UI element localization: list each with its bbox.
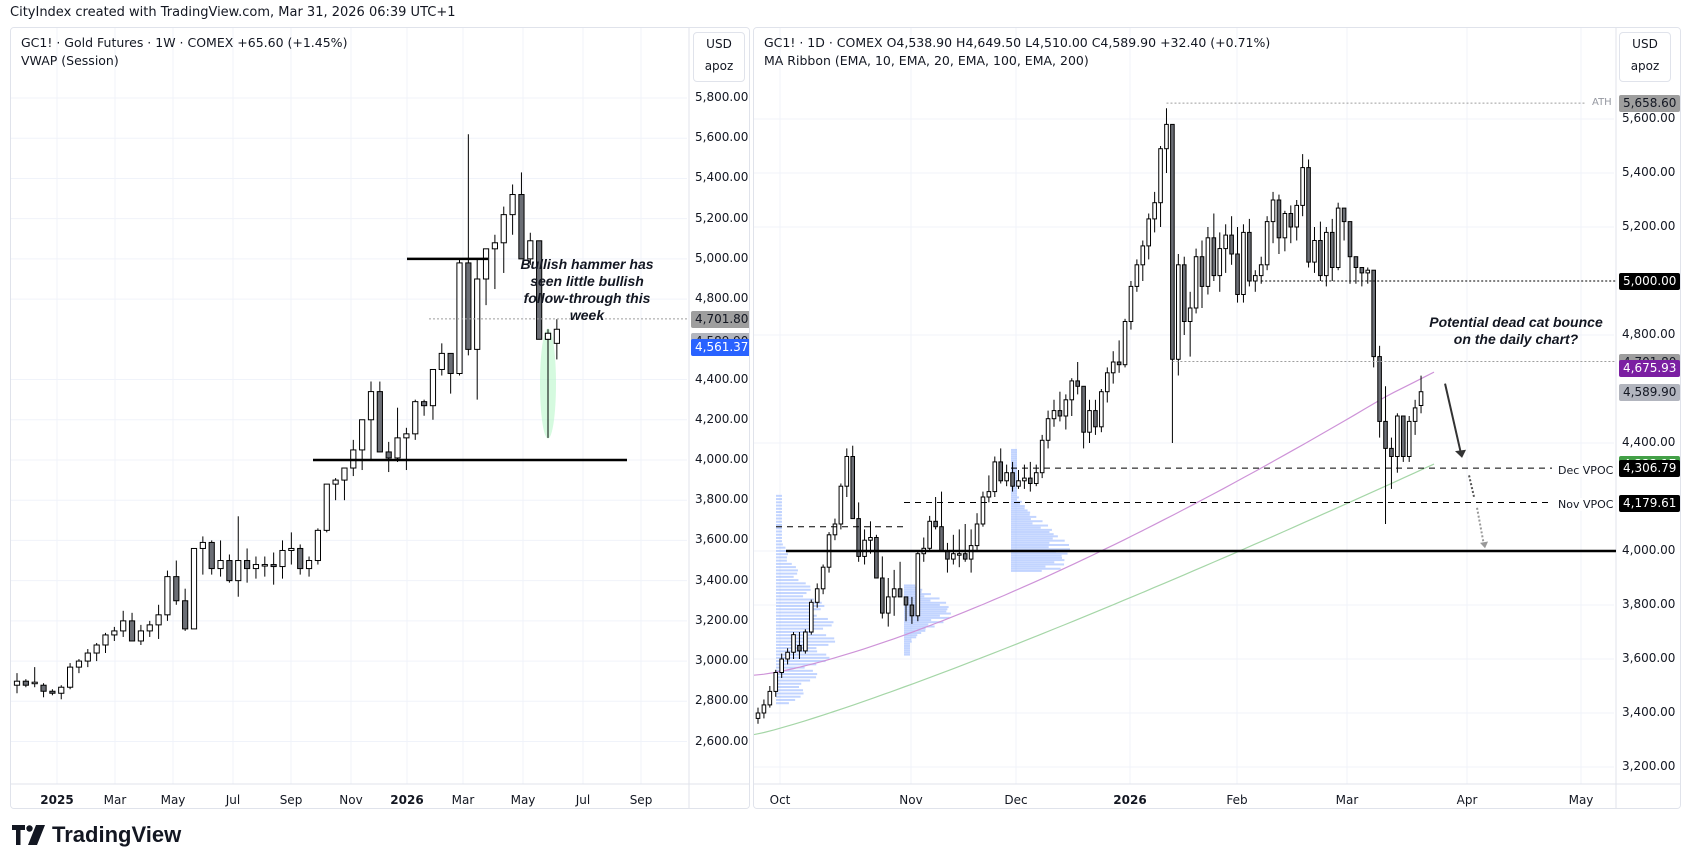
price-tag: 5,000.00 [1619, 273, 1680, 290]
price-tick: 3,800.00 [695, 492, 749, 507]
daily-chart-panel[interactable]: GC1! · 1D · COMEX O4,538.90 H4,649.50 L4… [753, 27, 1681, 809]
weekly-legend: GC1! · Gold Futures · 1W · COMEX +65.60 … [21, 34, 347, 70]
price-tag: 4,561.37 [691, 339, 749, 357]
weekly-candles-plot[interactable] [11, 28, 749, 808]
nov-vpoc-label: Nov VPOC [1556, 498, 1616, 511]
price-tick: 4,400.00 [1622, 435, 1676, 449]
price-tag: 4,589.90 [1619, 383, 1680, 401]
ma-ribbon-indicator-label[interactable]: MA Ribbon (EMA, 10, EMA, 20, EMA, 100, E… [764, 53, 1089, 68]
price-tick: 5,200.00 [695, 210, 749, 225]
unit-label: apoz [1630, 59, 1660, 73]
time-tick: Jul [225, 793, 241, 807]
time-tick: Mar [451, 793, 475, 807]
time-tick: Nov [899, 793, 923, 807]
time-tick: May [510, 793, 536, 807]
price-tick: 4,400.00 [695, 371, 749, 386]
price-tick: 5,400.00 [695, 170, 749, 185]
price-tick: 3,200.00 [695, 612, 749, 627]
price-tick: 5,800.00 [695, 90, 749, 104]
time-tick: May [160, 793, 186, 807]
currency-unit-selector[interactable]: USD apoz [693, 32, 745, 82]
time-tick: Sep [279, 793, 303, 807]
price-tick: 5,600.00 [695, 130, 749, 145]
time-tick: Sep [629, 793, 653, 807]
price-tag: 5,658.60 [1619, 95, 1680, 113]
price-tick: 3,200.00 [1622, 759, 1676, 773]
price-tick: 3,400.00 [695, 572, 749, 587]
price-tick: 4,800.00 [695, 291, 749, 306]
time-tick: 2026 [1113, 793, 1147, 807]
time-tick: May [1568, 793, 1594, 807]
price-tick: 4,000.00 [695, 451, 749, 466]
time-tick: Mar [1335, 793, 1359, 807]
time-tick: Nov [339, 793, 363, 807]
time-tick: Jul [575, 793, 591, 807]
time-tick: Oct [769, 793, 791, 807]
currency-label: USD [1632, 37, 1658, 51]
price-tick: 5,600.00 [1622, 111, 1676, 125]
price-tick: 2,800.00 [695, 693, 749, 708]
currency-label: USD [706, 37, 732, 51]
ath-label: ATH [1592, 97, 1612, 108]
price-tag: 4,701.80 [691, 310, 749, 328]
time-tick: Dec [1004, 793, 1028, 807]
daily-candles-plot[interactable] [754, 28, 1680, 808]
price-tag: 4,179.61 [1619, 494, 1680, 512]
brand-name: TradingView [52, 822, 182, 847]
price-tick: 4,000.00 [1622, 543, 1676, 557]
dec-vpoc-label: Dec VPOC [1556, 464, 1616, 477]
vwap-indicator-label[interactable]: VWAP (Session) [21, 53, 119, 68]
time-tick: 2026 [390, 793, 424, 807]
price-tick: 5,000.00 [695, 250, 749, 265]
weekly-annotation: Bullish hammer has seen little bullish f… [520, 256, 654, 323]
price-tag: 4,306.79 [1619, 460, 1680, 478]
unit-label: apoz [704, 59, 734, 73]
price-tick: 4,800.00 [1622, 327, 1676, 341]
price-tick: 4,200.00 [695, 411, 749, 426]
currency-unit-selector-daily[interactable]: USD apoz [1619, 32, 1671, 82]
time-tick: Apr [1456, 793, 1478, 807]
price-tick: 3,400.00 [1622, 705, 1676, 719]
weekly-symbol-info[interactable]: GC1! · Gold Futures · 1W · COMEX +65.60 … [21, 35, 348, 50]
daily-annotation: Potential dead cat bounce on the daily c… [1429, 314, 1603, 347]
time-tick: Feb [1226, 793, 1248, 807]
chart-credit: CityIndex created with TradingView.com, … [10, 5, 456, 20]
time-tick: Mar [103, 793, 127, 807]
price-tick: 3,600.00 [695, 532, 749, 547]
price-tick: 3,000.00 [695, 653, 749, 668]
price-tick: 5,400.00 [1622, 165, 1676, 179]
price-tick: 3,600.00 [1622, 651, 1676, 665]
time-tick: 2025 [40, 793, 74, 807]
price-tick: 5,200.00 [1622, 219, 1676, 233]
daily-symbol-info[interactable]: GC1! · 1D · COMEX O4,538.90 H4,649.50 L4… [764, 35, 1271, 50]
weekly-chart-panel[interactable]: GC1! · Gold Futures · 1W · COMEX +65.60 … [10, 27, 750, 809]
tradingview-logo-icon [12, 825, 45, 845]
tradingview-logo[interactable]: TradingView [12, 822, 181, 848]
price-tick: 2,600.00 [695, 733, 749, 748]
price-tick: 3,800.00 [1622, 597, 1676, 611]
price-tag: 4,675.93 [1619, 360, 1680, 378]
daily-legend: GC1! · 1D · COMEX O4,538.90 H4,649.50 L4… [764, 34, 1270, 70]
